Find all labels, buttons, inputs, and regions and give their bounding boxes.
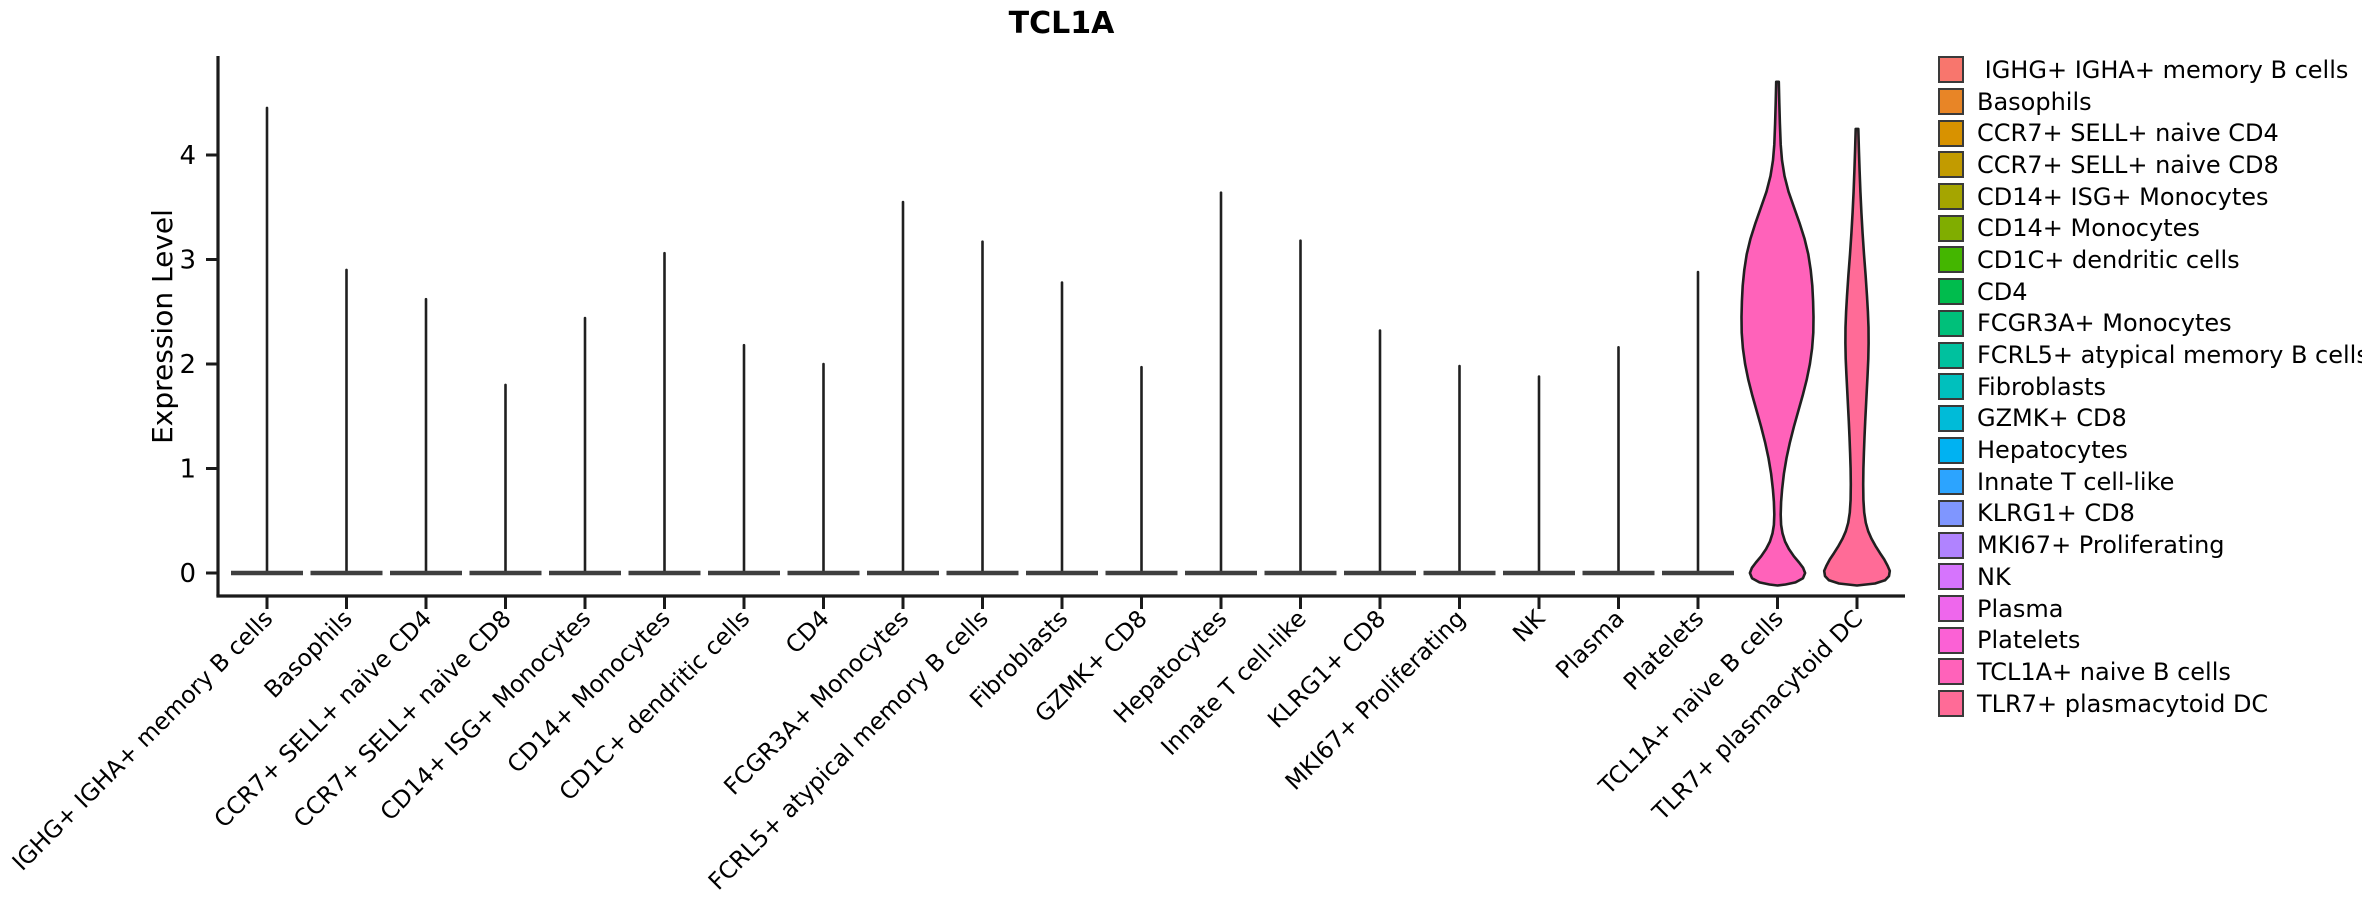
legend-label: Hepatocytes: [1977, 436, 2128, 465]
legend-label: Innate T cell-like: [1977, 467, 2175, 496]
legend-swatch: [1938, 658, 1964, 686]
legend-item: Hepatocytes: [1938, 434, 2362, 466]
legend: IGHG+ IGHA+ memory B cells Basophils CCR7+…: [1938, 54, 2362, 719]
legend-label: TLR7+ plasmacytoid DC: [1977, 689, 2269, 718]
legend-item: TLR7+ plasmacytoid DC: [1938, 688, 2362, 720]
legend-label: NK: [1977, 562, 2011, 591]
y-tick-label: 1: [179, 455, 196, 485]
legend-label: CD14+ Monocytes: [1977, 214, 2200, 243]
y-tick-label: 4: [179, 141, 196, 171]
legend-swatch: [1938, 436, 1964, 464]
legend-swatch: [1938, 404, 1964, 432]
legend-swatch: [1938, 499, 1964, 527]
legend-swatch: [1938, 151, 1964, 179]
legend-swatch: [1938, 309, 1964, 337]
legend-label: Fibroblasts: [1977, 372, 2107, 401]
violin-19: [1740, 80, 1815, 587]
legend-swatch: [1938, 531, 1964, 559]
legend-item: NK: [1938, 561, 2362, 593]
legend-item: CD1C+ dendritic cells: [1938, 244, 2362, 276]
legend-label: KLRG1+ CD8: [1977, 499, 2135, 528]
x-tick-label: FCRL5+ atypical memory B cells: [703, 604, 994, 895]
legend-label: Plasma: [1977, 594, 2064, 623]
legend-item: Basophils: [1938, 86, 2362, 118]
legend-swatch: [1938, 214, 1964, 242]
legend-label: CD14+ ISG+ Monocytes: [1977, 182, 2269, 211]
legend-swatch: [1938, 183, 1964, 211]
legend-label: Platelets: [1977, 626, 2081, 655]
violin-20: [1822, 127, 1892, 587]
legend-item: FCRL5+ atypical memory B cells: [1938, 339, 2362, 371]
legend-label: FCRL5+ atypical memory B cells: [1977, 341, 2362, 370]
legend-label: MKI67+ Proliferating: [1977, 531, 2225, 560]
legend-item: CD14+ ISG+ Monocytes: [1938, 181, 2362, 213]
legend-item: IGHG+ IGHA+ memory B cells: [1938, 54, 2362, 86]
x-tick-label: IGHG+ IGHA+ memory B cells: [7, 604, 279, 876]
legend-swatch: [1938, 690, 1964, 718]
legend-swatch: [1938, 56, 1964, 84]
y-tick-label: 0: [179, 559, 196, 589]
x-tick-label: NK: [1507, 604, 1551, 648]
x-tick-label: Plasma: [1550, 604, 1630, 684]
legend-swatch: [1938, 468, 1964, 496]
legend-swatch: [1938, 563, 1964, 591]
legend-item: CD14+ Monocytes: [1938, 212, 2362, 244]
legend-label: CD1C+ dendritic cells: [1977, 245, 2240, 274]
plot-title: TCL1A: [1008, 6, 1115, 41]
legend-swatch: [1938, 341, 1964, 369]
legend-label: CCR7+ SELL+ naive CD8: [1977, 150, 2279, 179]
legend-label: TCL1A+ naive B cells: [1977, 657, 2231, 686]
y-tick-label: 2: [179, 350, 196, 380]
legend-swatch: [1938, 278, 1964, 306]
legend-item: KLRG1+ CD8: [1938, 498, 2362, 530]
legend-item: MKI67+ Proliferating: [1938, 529, 2362, 561]
legend-swatch: [1938, 119, 1964, 147]
legend-swatch: [1938, 88, 1964, 116]
legend-item: CCR7+ SELL+ naive CD8: [1938, 149, 2362, 181]
x-tick-label: CD4: [780, 604, 835, 659]
legend-item: Fibroblasts: [1938, 371, 2362, 403]
legend-swatch: [1938, 595, 1964, 623]
legend-item: CD4: [1938, 276, 2362, 308]
legend-item: FCGR3A+ Monocytes: [1938, 308, 2362, 340]
legend-item: GZMK+ CD8: [1938, 403, 2362, 435]
legend-label: FCGR3A+ Monocytes: [1977, 309, 2232, 338]
legend-item: Plasma: [1938, 593, 2362, 625]
legend-label: Basophils: [1977, 87, 2092, 116]
legend-item: Platelets: [1938, 624, 2362, 656]
legend-label: IGHG+ IGHA+ memory B cells: [1977, 55, 2349, 84]
legend-item: CCR7+ SELL+ naive CD4: [1938, 117, 2362, 149]
legend-label: GZMK+ CD8: [1977, 404, 2127, 433]
legend-swatch: [1938, 373, 1964, 401]
legend-label: CCR7+ SELL+ naive CD4: [1977, 119, 2279, 148]
legend-item: Innate T cell-like: [1938, 466, 2362, 498]
x-tick-label: Innate T cell-like: [1155, 604, 1311, 760]
legend-item: TCL1A+ naive B cells: [1938, 656, 2362, 688]
legend-swatch: [1938, 246, 1964, 274]
legend-swatch: [1938, 626, 1964, 654]
legend-label: CD4: [1977, 277, 2028, 306]
y-tick-label: 3: [179, 246, 196, 276]
